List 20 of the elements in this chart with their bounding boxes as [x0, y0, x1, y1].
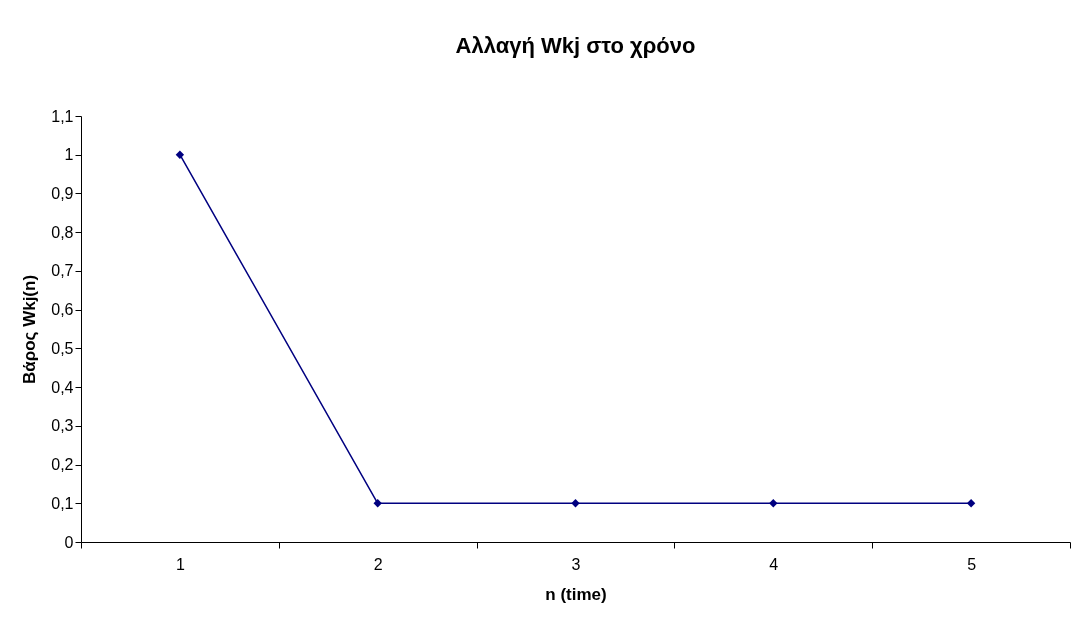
chart-title: Αλλαγή Wkj στο χρόνο — [455, 33, 696, 58]
x-tick-label: 2 — [373, 555, 383, 573]
x-axis-title: n (time) — [545, 584, 607, 604]
y-tick-label: 1,1 — [51, 107, 74, 125]
y-tick-label: 0,8 — [51, 223, 74, 241]
y-axis-title: Βάρος Wkj(n) — [20, 274, 40, 385]
y-tick-label: 0,5 — [51, 339, 74, 357]
y-tick-label: 0,7 — [51, 262, 74, 280]
y-tick-label: 0,1 — [51, 494, 74, 512]
x-tick-label: 3 — [571, 555, 581, 573]
x-tick-label: 1 — [175, 555, 185, 573]
y-tick-label: 1 — [64, 146, 74, 164]
y-tick-label: 0,9 — [51, 184, 74, 202]
x-tick-label: 4 — [769, 555, 779, 573]
x-tick-label: 5 — [967, 555, 977, 573]
y-tick-label: 0 — [64, 533, 74, 551]
y-tick-label: 0,3 — [51, 417, 74, 435]
y-tick-label: 0,4 — [51, 378, 74, 396]
y-tick-label: 0,2 — [51, 456, 74, 474]
y-tick-label: 0,6 — [51, 301, 74, 319]
